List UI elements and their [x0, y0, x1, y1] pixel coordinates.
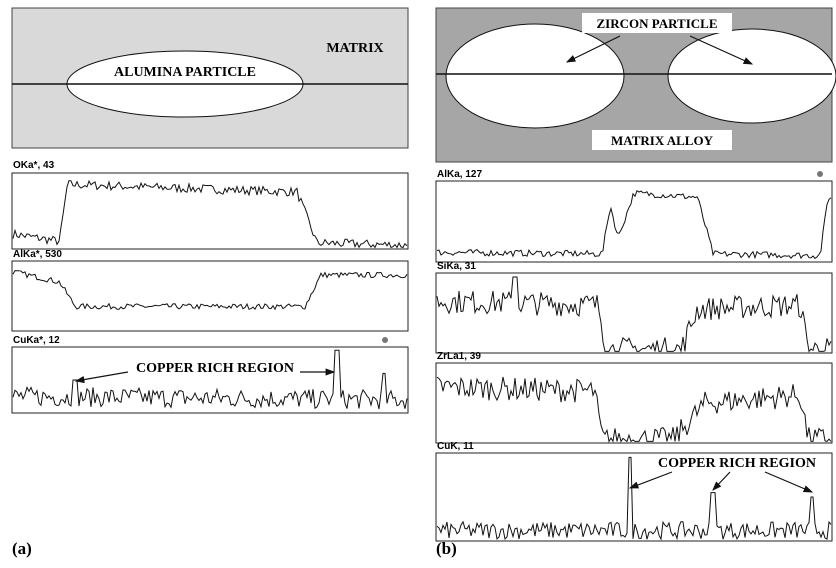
- scan-label: AlKa*, 530: [13, 249, 62, 260]
- scan-label: CuKa*, 12: [13, 335, 60, 346]
- scan-label: SiKa, 31: [437, 261, 476, 272]
- figure: ALUMINA PARTICLE MATRIX OKa*, 43 AlKa*, …: [0, 0, 836, 568]
- scan-box: [436, 273, 832, 353]
- panel-a: ALUMINA PARTICLE MATRIX OKa*, 43 AlKa*, …: [12, 8, 408, 558]
- annotation: COPPER RICH REGION: [658, 456, 816, 471]
- scan-box: [12, 173, 408, 249]
- scan-label: AlKa, 127: [437, 169, 482, 180]
- particle-shape: [446, 24, 624, 128]
- matrix-label: MATRIX ALLOY: [611, 133, 714, 148]
- panel-label: (b): [436, 539, 457, 558]
- matrix-label: MATRIX: [326, 41, 383, 56]
- scan-box: [436, 181, 832, 262]
- particle-shape: [668, 29, 836, 123]
- marker-dot: [382, 337, 388, 343]
- particle-label: ZIRCON PARTICLE: [596, 16, 717, 31]
- particle-label: ALUMINA PARTICLE: [114, 65, 256, 80]
- annotation: COPPER RICH REGION: [136, 361, 294, 376]
- panel-b: ZIRCON PARTICLE MATRIX ALLOY AlKa, 127 S…: [436, 8, 836, 558]
- scan-box: [436, 363, 832, 443]
- marker-dot: [817, 171, 823, 177]
- scan-label: CuK, 11: [437, 441, 474, 452]
- scan-box: [12, 261, 408, 331]
- panel-label: (a): [12, 539, 32, 558]
- scan-label: OKa*, 43: [13, 160, 55, 171]
- scan-label: ZrLa1, 39: [437, 351, 481, 362]
